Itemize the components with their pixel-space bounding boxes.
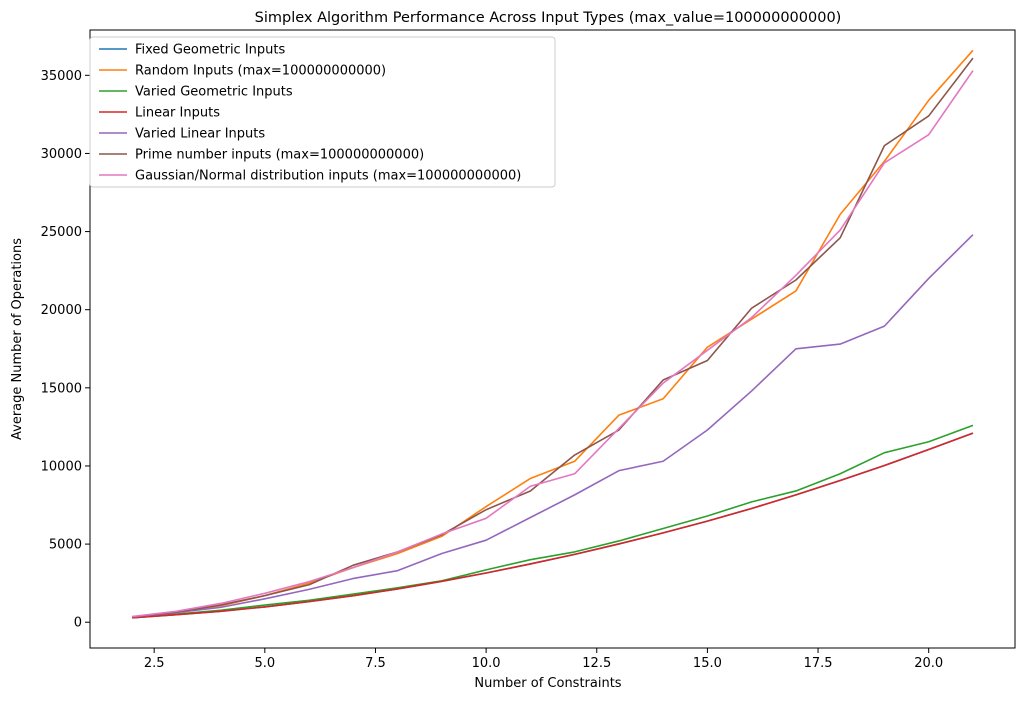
legend-label-gaussian-normal-distribution-inputs-max-100000000000: Gaussian/Normal distribution inputs (max… — [135, 169, 521, 184]
legend-label-fixed-geometric-inputs: Fixed Geometric Inputs — [135, 43, 286, 58]
y-tick-label: 10000 — [41, 459, 82, 474]
x-axis-label: Number of Constraints — [474, 676, 621, 691]
legend-label-prime-number-inputs-max-100000000000: Prime number inputs (max=100000000000) — [135, 148, 424, 163]
x-tick-label: 5.0 — [254, 656, 275, 671]
series-line-varied-linear-inputs — [131, 234, 974, 618]
y-tick-label: 30000 — [41, 147, 82, 162]
chart-title: Simplex Algorithm Performance Across Inp… — [255, 10, 842, 26]
x-tick-label: 10.0 — [472, 656, 501, 671]
x-axis-ticks: 2.5 5.0 7.5 10.0 12.5 15.0 17.5 20.0 — [144, 648, 943, 671]
y-tick-label: 5000 — [49, 538, 82, 553]
series-lines — [131, 49, 974, 619]
series-line-gaussian-normal-distribution-inputs-max-100000000000 — [131, 70, 974, 618]
x-tick-label: 20.0 — [914, 656, 943, 671]
legend: Fixed Geometric Inputs Random Inputs (max… — [89, 36, 556, 188]
y-tick-label: 20000 — [41, 303, 82, 318]
legend-box — [89, 36, 556, 188]
legend-label-random-inputs-max-100000000000: Random Inputs (max=100000000000) — [135, 64, 386, 79]
legend-label-varied-linear-inputs: Varied Linear Inputs — [135, 127, 265, 142]
x-tick-label: 17.5 — [804, 656, 833, 671]
x-tick-label: 2.5 — [144, 656, 165, 671]
series-line-prime-number-inputs-max-100000000000 — [131, 57, 974, 618]
y-tick-label: 15000 — [41, 381, 82, 396]
y-tick-label: 35000 — [41, 69, 82, 84]
x-tick-label: 7.5 — [365, 656, 386, 671]
y-tick-label: 0 — [74, 616, 82, 631]
legend-label-varied-geometric-inputs: Varied Geometric Inputs — [135, 85, 293, 100]
y-axis-ticks: 0 5000 10000 15000 20000 25000 30000 35000 — [41, 69, 90, 631]
series-line-varied-geometric-inputs — [131, 424, 974, 619]
y-axis-label: Average Number of Operations — [10, 238, 25, 440]
legend-label-linear-inputs: Linear Inputs — [135, 106, 220, 121]
x-tick-label: 15.0 — [693, 656, 722, 671]
y-tick-label: 25000 — [41, 225, 82, 240]
legend-items: Fixed Geometric Inputs Random Inputs (max… — [99, 43, 521, 184]
plot-area: 2.5 5.0 7.5 10.0 12.5 15.0 17.5 20.0 0 5000 10000… — [41, 29, 1016, 671]
plot-frame — [89, 29, 1016, 649]
series-line-linear-inputs — [131, 432, 974, 619]
x-tick-label: 12.5 — [582, 656, 611, 671]
